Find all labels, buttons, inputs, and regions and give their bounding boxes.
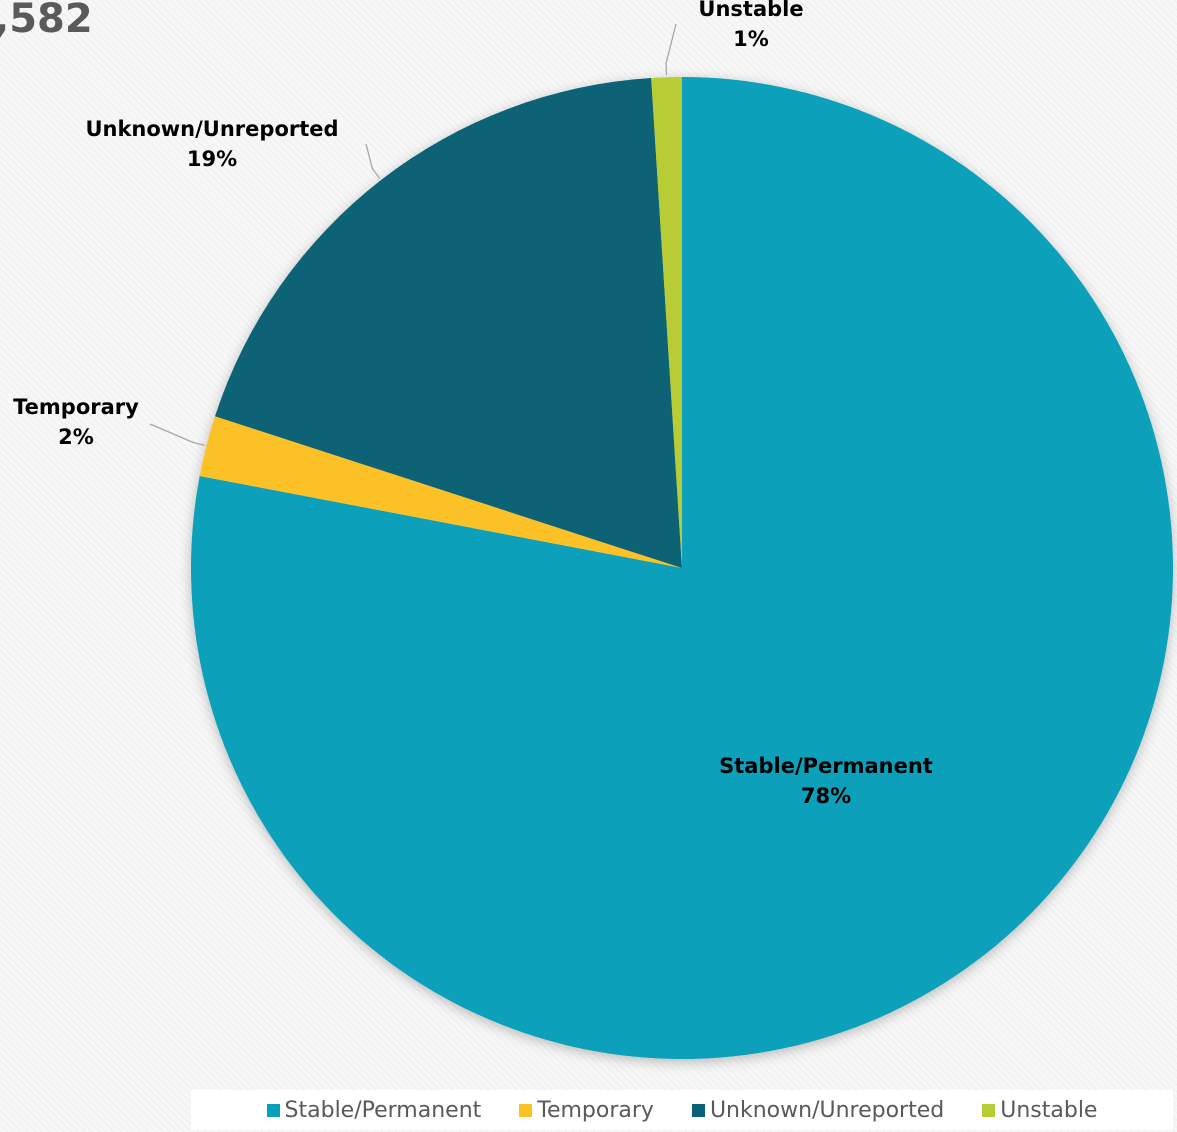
pie-slice-stable-permanent [191, 77, 1174, 1060]
data-label-name-stable-permanent: Stable/Permanent [719, 754, 933, 778]
pie-slice-temporary [199, 416, 682, 568]
data-label-name-unknown-unreported: Unknown/Unreported [85, 117, 338, 141]
legend-swatch-stable-permanent [266, 1103, 280, 1117]
legend-label-temporary: Temporary [537, 1097, 654, 1123]
data-label-name-temporary: Temporary [13, 395, 139, 419]
pie-slices [191, 77, 1174, 1060]
leader-line-unstable [665, 23, 677, 76]
data-label-value-temporary: 2% [58, 425, 94, 449]
data-label-value-unknown-unreported: 19% [187, 147, 237, 171]
legend-swatch-unknown-unreported [691, 1103, 705, 1117]
legend-item-temporary: Temporary [519, 1098, 654, 1123]
legend-label-stable-permanent: Stable/Permanent [284, 1097, 482, 1123]
data-labels: Stable/Permanent 78% Temporary 2% Unknown/Un… [13, 0, 933, 808]
total-count-label: ,582 [0, 0, 93, 42]
legend-swatch-temporary [519, 1103, 533, 1117]
pie-slice-unknown-unreported [215, 77, 682, 568]
data-label-value-unstable: 1% [733, 27, 769, 51]
legend-item-unstable: Unstable [982, 1098, 1097, 1123]
legend-label-unknown-unreported: Unknown/Unreported [709, 1097, 945, 1123]
leader-lines [149, 23, 677, 447]
legend-label-unstable: Unstable [1000, 1097, 1098, 1123]
data-label-name-unstable: Unstable [698, 0, 803, 21]
leader-line-unknown-unreported [365, 143, 381, 179]
leader-line-temporary [149, 423, 205, 447]
pie-slice-unstable [651, 77, 682, 568]
legend-item-unknown-unreported: Unknown/Unreported [691, 1097, 945, 1123]
data-label-value-stable-permanent: 78% [801, 784, 851, 808]
legend-swatch-unstable [982, 1103, 996, 1117]
legend-item-stable-permanent: Stable/Permanent [266, 1097, 482, 1123]
chart-legend: Stable/Permanent Temporary Unknown/Unrepor… [191, 1090, 1173, 1130]
